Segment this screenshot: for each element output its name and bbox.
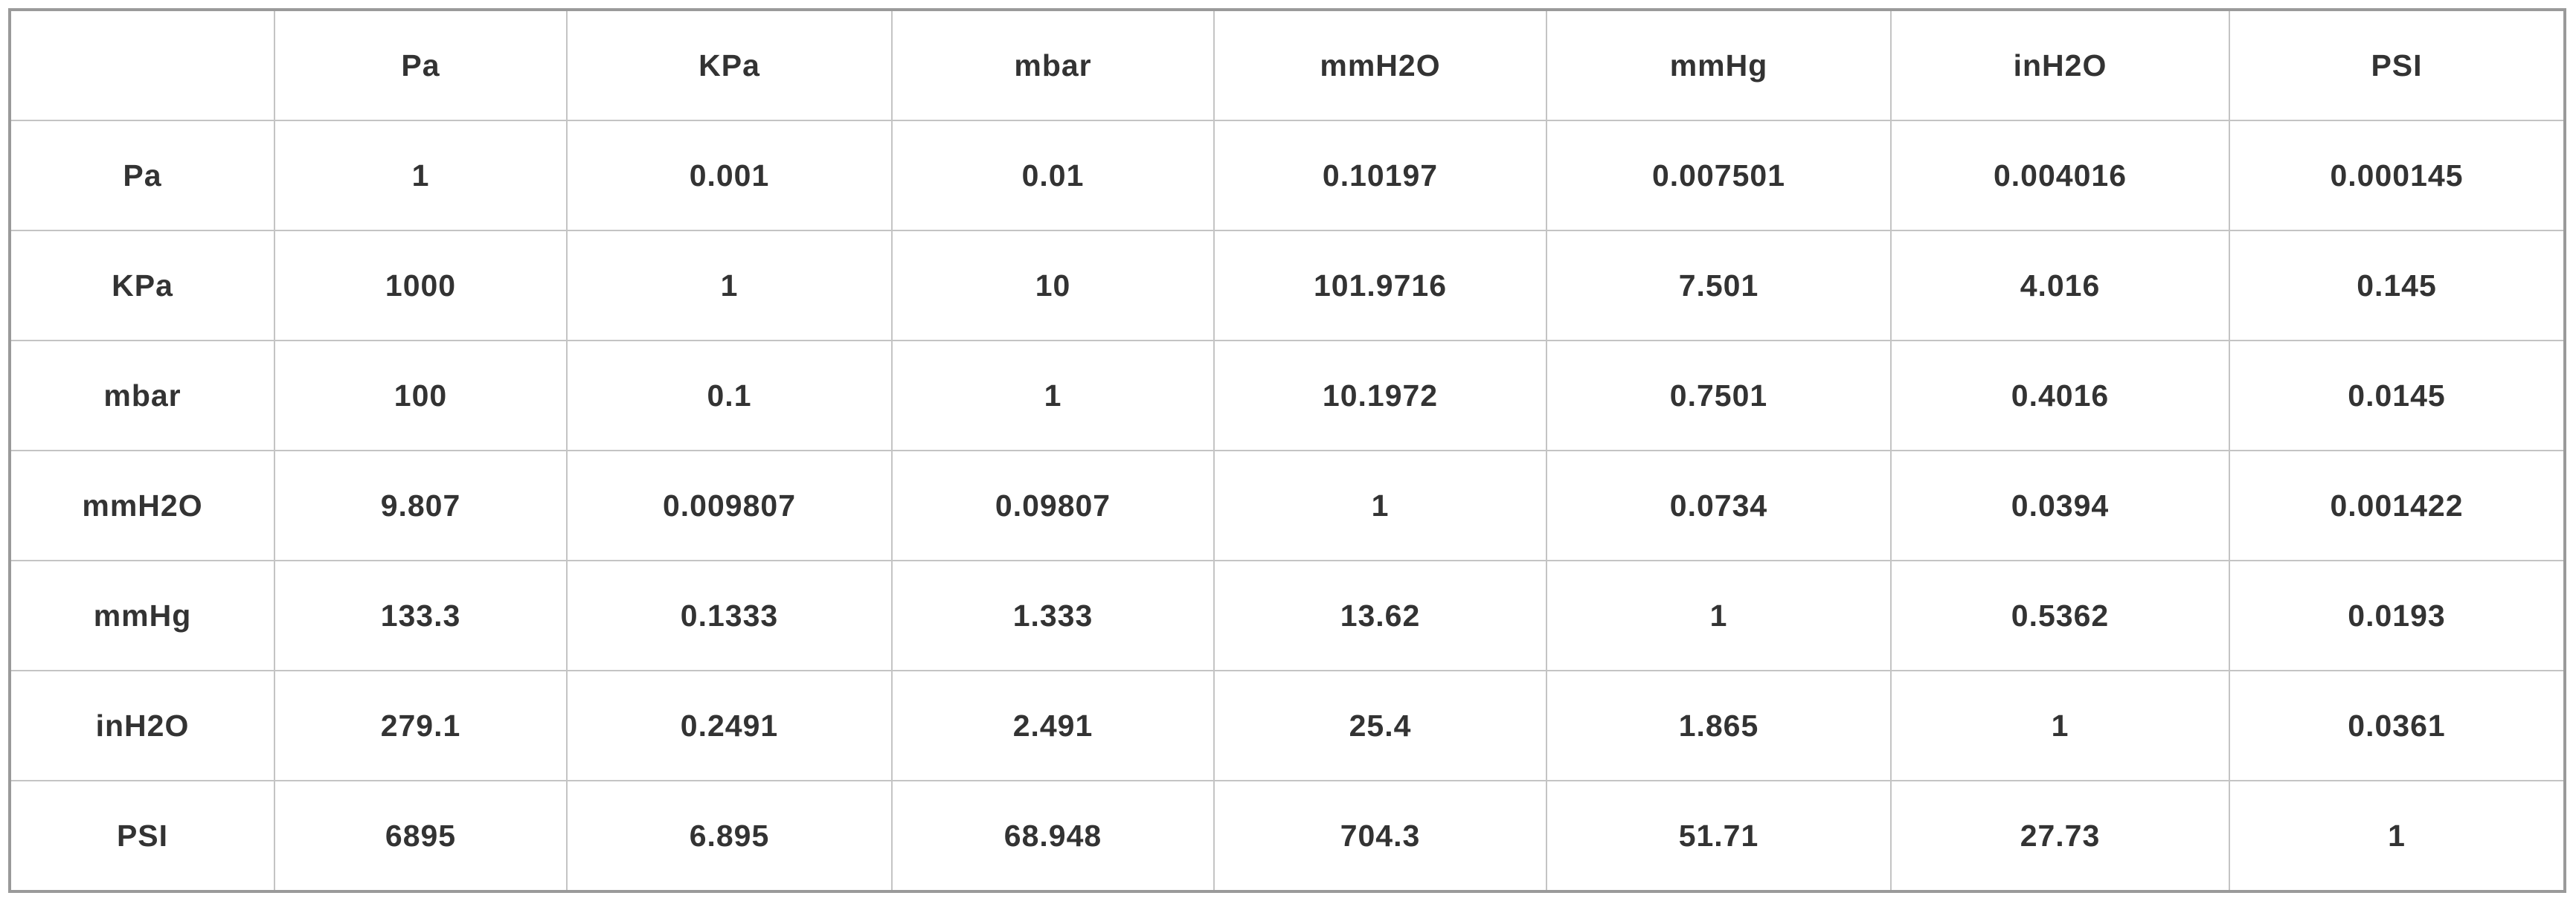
table-cell: 0.5362 — [1890, 560, 2230, 671]
table-cell: 1 — [2229, 780, 2566, 892]
row-header: Pa — [9, 120, 275, 231]
table-cell: 2.491 — [891, 670, 1215, 781]
table-row: PSI 6895 6.895 68.948 704.3 51.71 27.73 1 — [9, 780, 2566, 892]
table-cell: 10 — [891, 230, 1215, 341]
table-cell: 0.2491 — [566, 670, 893, 781]
table-cell: 0.001 — [566, 120, 893, 231]
table-cell: 0.0734 — [1546, 450, 1892, 561]
table-cell: 0.09807 — [891, 450, 1215, 561]
table-cell: 1000 — [274, 230, 568, 341]
row-header: PSI — [9, 780, 275, 892]
table-body: Pa 1 0.001 0.01 0.10197 0.007501 0.004016 0.000… — [9, 120, 2566, 892]
table-cell: 0.145 — [2229, 230, 2566, 341]
corner-cell — [9, 9, 275, 121]
row-header: KPa — [9, 230, 275, 341]
table-cell: 1 — [1890, 670, 2230, 781]
table-cell: 0.01 — [891, 120, 1215, 231]
table-cell: 6.895 — [566, 780, 893, 892]
table-cell: 0.001422 — [2229, 450, 2566, 561]
column-header: KPa — [566, 9, 893, 121]
table-cell: 68.948 — [891, 780, 1215, 892]
table-cell: 0.009807 — [566, 450, 893, 561]
row-header: inH2O — [9, 670, 275, 781]
table-cell: 279.1 — [274, 670, 568, 781]
table-cell: 0.0145 — [2229, 340, 2566, 451]
table-cell: 4.016 — [1890, 230, 2230, 341]
table-cell: 1 — [891, 340, 1215, 451]
table-row: KPa 1000 1 10 101.9716 7.501 4.016 0.145 — [9, 230, 2566, 341]
table-cell: 1.333 — [891, 560, 1215, 671]
table-cell: 0.000145 — [2229, 120, 2566, 231]
table-cell: 0.004016 — [1890, 120, 2230, 231]
table-cell: 0.0193 — [2229, 560, 2566, 671]
table-cell: 133.3 — [274, 560, 568, 671]
table-cell: 0.007501 — [1546, 120, 1892, 231]
table-container: Pa KPa mbar mmH2O mmHg inH2O PSI Pa 1 0.001 0.01 0… — [8, 8, 2566, 893]
table-cell: 9.807 — [274, 450, 568, 561]
table-cell: 0.7501 — [1546, 340, 1892, 451]
column-header: mbar — [891, 9, 1215, 121]
row-header: mmHg — [9, 560, 275, 671]
table-cell: 13.62 — [1213, 560, 1547, 671]
column-header: PSI — [2229, 9, 2566, 121]
table-row: mbar 100 0.1 1 10.1972 0.7501 0.4016 0.0145 — [9, 340, 2566, 451]
row-header: mbar — [9, 340, 275, 451]
table-cell: 27.73 — [1890, 780, 2230, 892]
column-header: Pa — [274, 9, 568, 121]
table-row: mmH2O 9.807 0.009807 0.09807 1 0.0734 0.0394 0.… — [9, 450, 2566, 561]
table-row: mmHg 133.3 0.1333 1.333 13.62 1 0.5362 0.0193 — [9, 560, 2566, 671]
table-cell: 1 — [1213, 450, 1547, 561]
table-cell: 51.71 — [1546, 780, 1892, 892]
header-row: Pa KPa mbar mmH2O mmHg inH2O PSI — [9, 9, 2566, 121]
table-cell: 25.4 — [1213, 670, 1547, 781]
table-cell: 704.3 — [1213, 780, 1547, 892]
column-header: mmH2O — [1213, 9, 1547, 121]
table-row: inH2O 279.1 0.2491 2.491 25.4 1.865 1 0.0361 — [9, 670, 2566, 781]
table-cell: 7.501 — [1546, 230, 1892, 341]
table-cell: 1.865 — [1546, 670, 1892, 781]
column-header: mmHg — [1546, 9, 1892, 121]
table-cell: 0.4016 — [1890, 340, 2230, 451]
table-cell: 1 — [566, 230, 893, 341]
table-row: Pa 1 0.001 0.01 0.10197 0.007501 0.004016 0.000… — [9, 120, 2566, 231]
table-cell: 100 — [274, 340, 568, 451]
table-cell: 0.0394 — [1890, 450, 2230, 561]
column-header: inH2O — [1890, 9, 2230, 121]
table-cell: 0.10197 — [1213, 120, 1547, 231]
table-cell: 0.0361 — [2229, 670, 2566, 781]
table-cell: 0.1333 — [566, 560, 893, 671]
table-cell: 10.1972 — [1213, 340, 1547, 451]
table-cell: 6895 — [274, 780, 568, 892]
row-header: mmH2O — [9, 450, 275, 561]
table-cell: 1 — [1546, 560, 1892, 671]
table-cell: 0.1 — [566, 340, 893, 451]
table-cell: 1 — [274, 120, 568, 231]
conversion-table: Pa KPa mbar mmH2O mmHg inH2O PSI Pa 1 0.001 0.01 0… — [8, 8, 2566, 893]
table-cell: 101.9716 — [1213, 230, 1547, 341]
